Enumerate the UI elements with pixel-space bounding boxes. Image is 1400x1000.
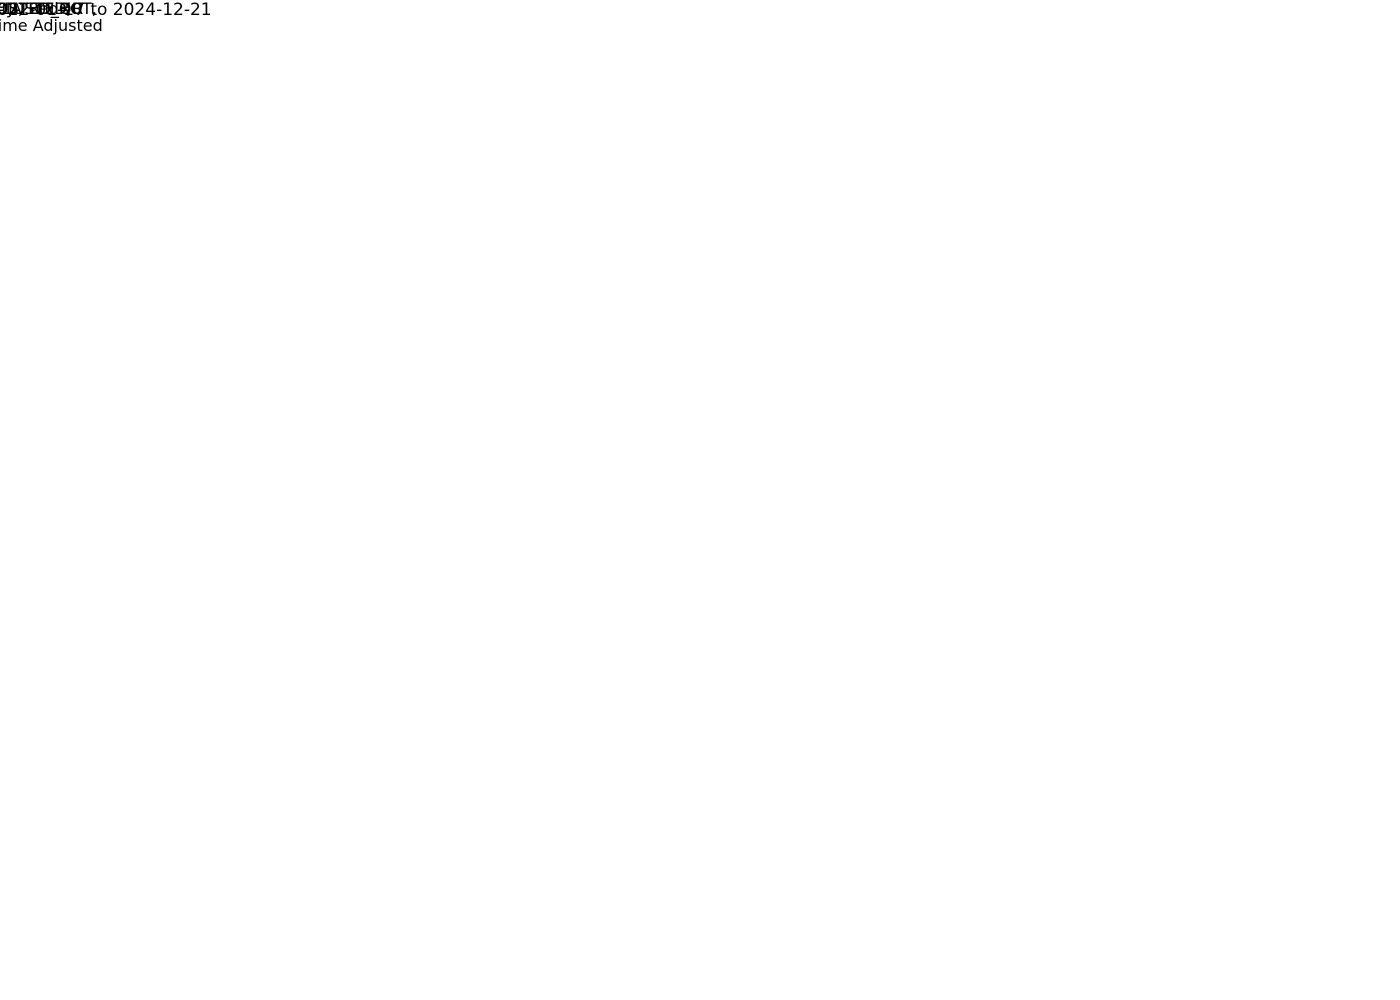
colorbar-chla-adjusted-ro xyxy=(0,0,300,150)
